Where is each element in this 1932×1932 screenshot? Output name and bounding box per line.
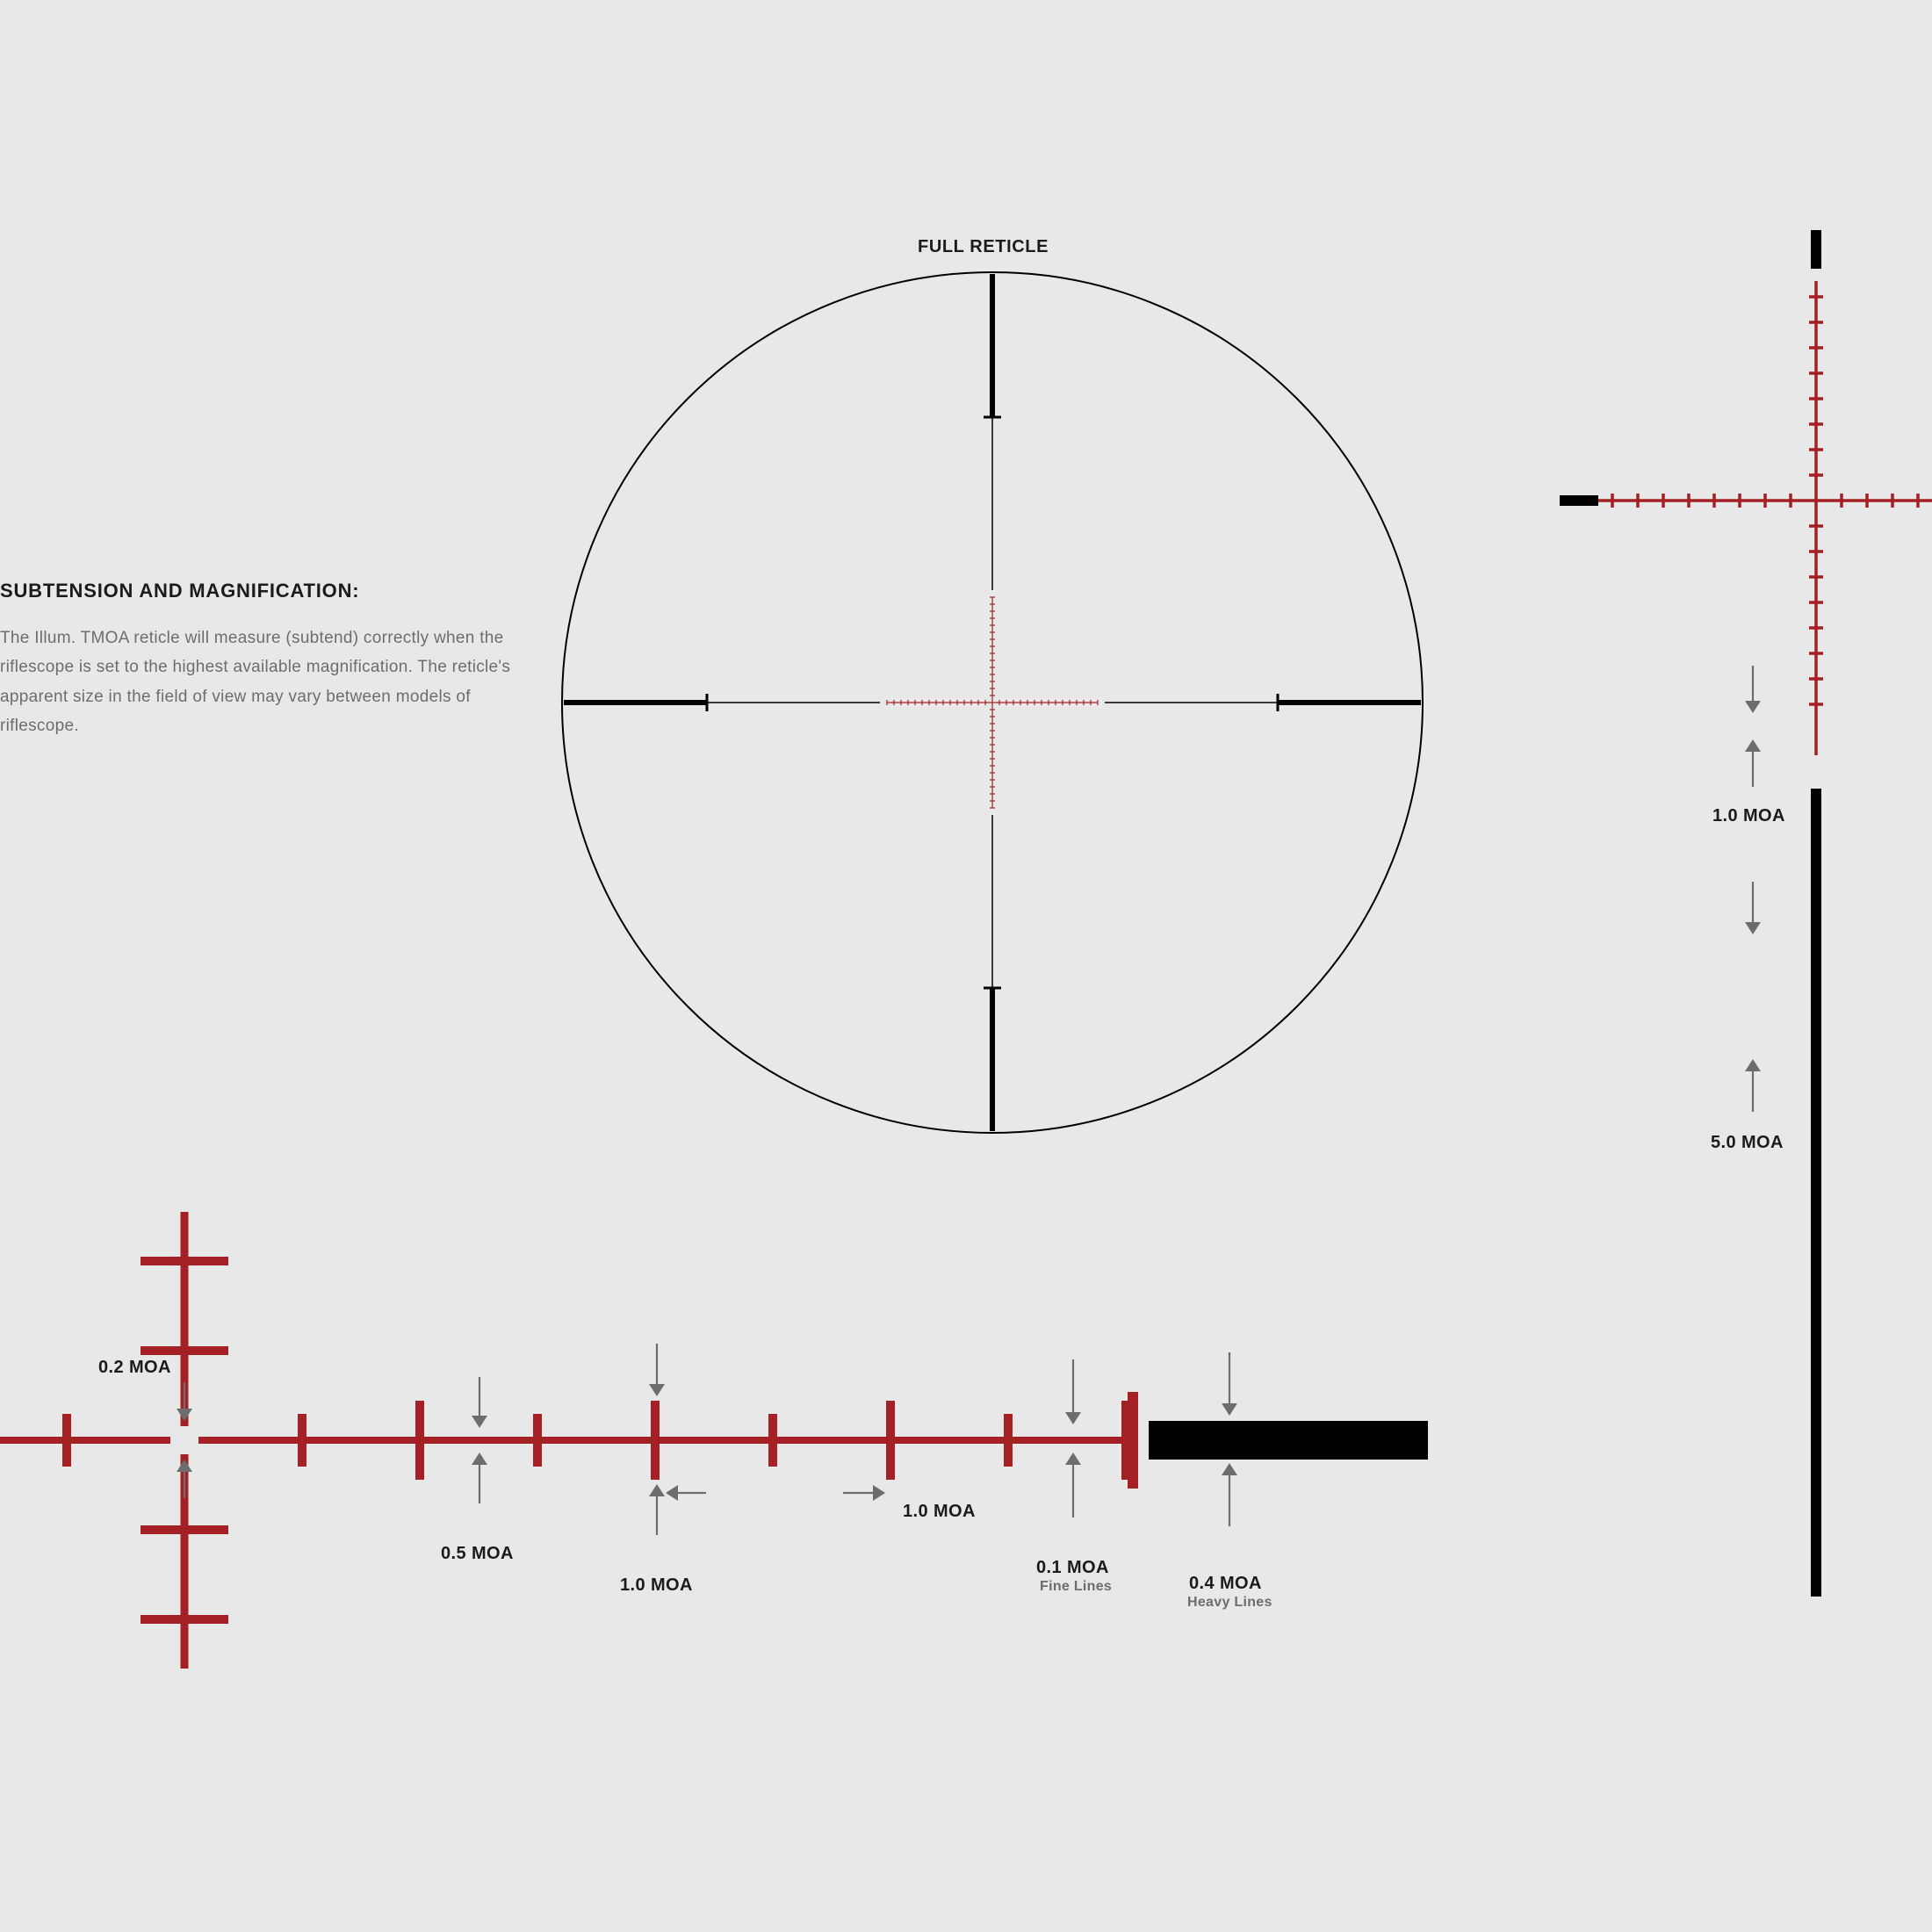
label-right-5-0-moa: 5.0 MOA (1711, 1133, 1784, 1153)
sublabel-fine-lines: Fine Lines (1040, 1579, 1112, 1595)
label-1-0-moa-v: 1.0 MOA (620, 1575, 693, 1596)
label-1-0-moa-h: 1.0 MOA (903, 1502, 976, 1522)
label-0-5-moa: 0.5 MOA (441, 1544, 514, 1564)
label-0-2-moa: 0.2 MOA (98, 1358, 171, 1378)
page-root: SUBTENSION AND MAGNIFICATION: The Illum.… (0, 0, 1932, 1932)
diagram-svg (0, 0, 1932, 1932)
label-right-1-0-moa: 1.0 MOA (1712, 806, 1785, 826)
label-0-4-moa: 0.4 MOA (1189, 1574, 1262, 1594)
sublabel-heavy-lines: Heavy Lines (1187, 1595, 1272, 1611)
label-0-1-moa: 0.1 MOA (1036, 1558, 1109, 1578)
